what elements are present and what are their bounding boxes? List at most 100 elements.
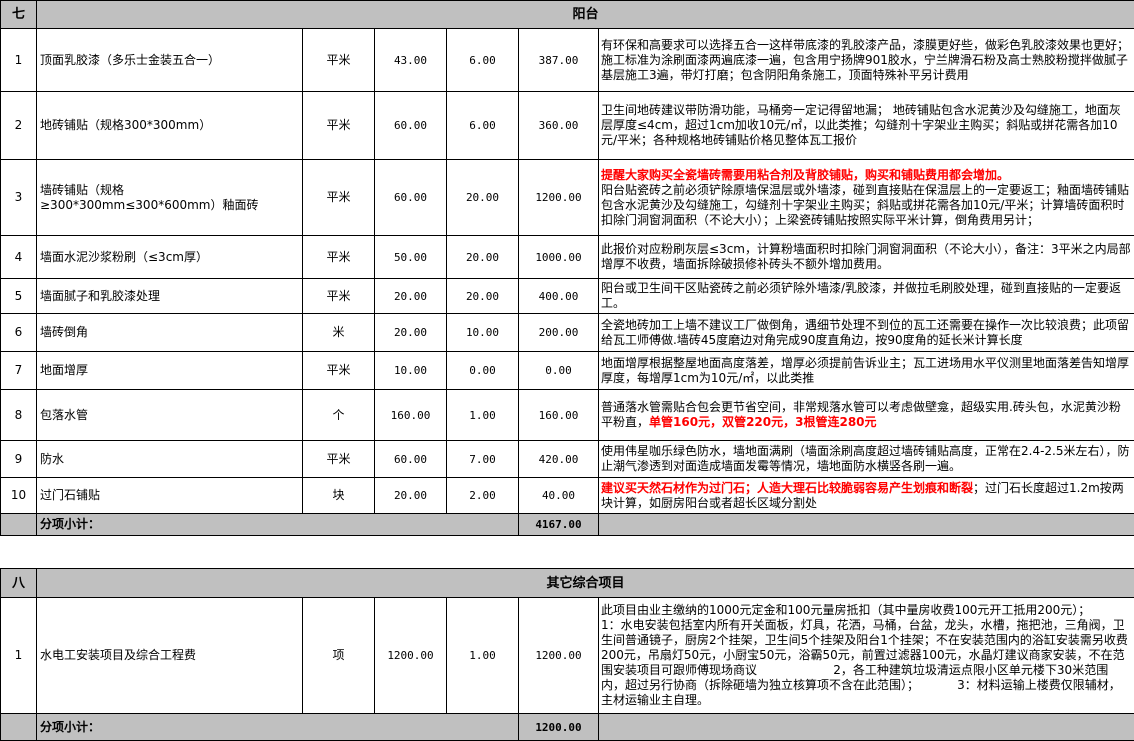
subtotal-blank [1,714,37,741]
item-total: 1200.00 [519,160,599,236]
item-quantity[interactable]: 1200.00 [375,598,447,714]
item-number: 1 [1,598,37,714]
item-notes[interactable]: 提醒大家购买全瓷墙砖需要用粘合剂及背胶铺贴，购买和铺贴费用都会增加。 阳台贴瓷砖… [599,160,1134,236]
item-notes[interactable]: 使用伟星咖乐绿色防水，墙地面满刷（墙面涂刷高度超过墙砖铺贴高度，正常在2.4-2… [599,441,1134,478]
item-notes[interactable]: 此项目由业主缴纳的1000元定金和100元量房抵扣（其中量房收费100元开工抵用… [599,598,1134,714]
item-name[interactable]: 顶面乳胶漆（多乐士金装五合一） [37,29,303,92]
item-total: 400.00 [519,279,599,314]
item-name[interactable]: 防水 [37,441,303,478]
notes-emphasis: 单管160元，双管220元，3根管连280元 [649,415,877,429]
item-unit-price[interactable]: 6.00 [447,92,519,160]
item-quantity[interactable]: 60.00 [375,92,447,160]
item-unit-price[interactable]: 10.00 [447,314,519,352]
section-title: 其它综合项目 [37,569,1134,598]
item-unit: 项 [303,598,375,714]
item-number: 1 [1,29,37,92]
notes-text: 地面增厚根据整屋地面高度落差，增厚必须提前告诉业主；瓦工进场用水平仪测里地面落差… [601,356,1129,385]
item-name[interactable]: 墙砖铺贴（规格≥300*300mm≤300*600mm）釉面砖 [37,160,303,236]
item-notes[interactable]: 普通落水管需贴合包会更节省空间，非常规落水管可以考虑做壁龛，超级实用.砖头包，水… [599,390,1134,441]
item-unit-price[interactable]: 20.00 [447,236,519,279]
item-unit: 平米 [303,352,375,390]
item-notes[interactable]: 有环保和高要求可以选择五合一这样带底漆的乳胶漆产品，漆膜更好些，做彩色乳胶漆效果… [599,29,1134,92]
item-total: 0.00 [519,352,599,390]
item-number: 5 [1,279,37,314]
item-number: 9 [1,441,37,478]
item-unit-price[interactable]: 0.00 [447,352,519,390]
item-total: 387.00 [519,29,599,92]
item-name[interactable]: 包落水管 [37,390,303,441]
spacer-row [1,536,1134,569]
notes-text: 有环保和高要求可以选择五合一这样带底漆的乳胶漆产品，漆膜更好些，做彩色乳胶漆效果… [601,38,1129,82]
item-unit-price[interactable]: 1.00 [447,598,519,714]
item-notes[interactable]: 卫生间地砖建议带防滑功能，马桶旁一定记得留地漏； 地砖铺贴包含水泥黄沙及勾缝施工… [599,92,1134,160]
subtotal-row: 分项小计：1200.00 [1,714,1134,741]
item-unit: 平米 [303,236,375,279]
item-unit-price[interactable]: 20.00 [447,160,519,236]
item-quantity[interactable]: 10.00 [375,352,447,390]
item-notes[interactable]: 地面增厚根据整屋地面高度落差，增厚必须提前告诉业主；瓦工进场用水平仪测里地面落差… [599,352,1134,390]
item-unit-price[interactable]: 6.00 [447,29,519,92]
item-name[interactable]: 墙砖倒角 [37,314,303,352]
item-quantity[interactable]: 60.00 [375,441,447,478]
notes-text: 此报价对应粉刷灰层≤3cm，计算粉墙面积时扣除门洞窗洞面积（不论大小），备注：3… [601,242,1131,271]
item-quantity[interactable]: 20.00 [375,279,447,314]
item-name[interactable]: 地面增厚 [37,352,303,390]
item-name[interactable]: 过门石铺贴 [37,478,303,514]
subtotal-row: 分项小计：4167.00 [1,514,1134,536]
item-quantity[interactable]: 20.00 [375,478,447,514]
item-notes[interactable]: 全瓷地砖加工上墙不建议工厂做倒角，遇细节处理不到位的瓦工还需要在操作一次比较浪费… [599,314,1134,352]
item-unit-price[interactable]: 7.00 [447,441,519,478]
item-name[interactable]: 水电工安装项目及综合工程费 [37,598,303,714]
item-unit: 平米 [303,29,375,92]
item-notes[interactable]: 阳台或卫生间干区贴瓷砖之前必须铲除外墙漆/乳胶漆，并做拉毛刷胶处理，碰到直接贴的… [599,279,1134,314]
subtotal-notes [599,714,1134,741]
section-number: 八 [1,569,37,598]
item-unit-price[interactable]: 1.00 [447,390,519,441]
item-number: 6 [1,314,37,352]
item-quantity[interactable]: 160.00 [375,390,447,441]
item-number: 3 [1,160,37,236]
item-quantity[interactable]: 20.00 [375,314,447,352]
section-header: 八其它综合项目 [1,569,1134,598]
subtotal-notes [599,514,1134,536]
item-name[interactable]: 地砖铺贴（规格300*300mm） [37,92,303,160]
item-name[interactable]: 墙面水泥沙浆粉刷（≤3cm厚） [37,236,303,279]
item-quantity[interactable]: 60.00 [375,160,447,236]
item-quantity[interactable]: 43.00 [375,29,447,92]
item-total: 1200.00 [519,598,599,714]
item-number: 2 [1,92,37,160]
item-number: 10 [1,478,37,514]
subtotal-blank [1,514,37,536]
item-notes[interactable]: 此报价对应粉刷灰层≤3cm，计算粉墙面积时扣除门洞窗洞面积（不论大小），备注：3… [599,236,1134,279]
item-unit: 块 [303,478,375,514]
notes-text: 阳台贴瓷砖之前必须铲除原墙保温层或外墙漆，碰到直接贴在保温层上的一定要返工；釉面… [601,183,1129,227]
subtotal-value: 1200.00 [519,714,599,741]
item-name[interactable]: 墙面腻子和乳胶漆处理 [37,279,303,314]
item-quantity[interactable]: 50.00 [375,236,447,279]
item-unit: 米 [303,314,375,352]
item-number: 4 [1,236,37,279]
item-unit-price[interactable]: 20.00 [447,279,519,314]
item-unit: 平米 [303,441,375,478]
item-unit-price[interactable]: 2.00 [447,478,519,514]
item-total: 160.00 [519,390,599,441]
notes-text: 使用伟星咖乐绿色防水，墙地面满刷（墙面涂刷高度超过墙砖铺贴高度，正常在2.4-2… [601,444,1130,473]
subtotal-label: 分项小计： [37,514,519,536]
subtotal-value: 4167.00 [519,514,599,536]
item-total: 420.00 [519,441,599,478]
notes-emphasis: 建议买天然石材作为过门石；人造大理石比较脆弱容易产生划痕和断裂 [601,481,973,495]
notes-text: 阳台或卫生间干区贴瓷砖之前必须铲除外墙漆/乳胶漆，并做拉毛刷胶处理，碰到直接贴的… [601,281,1121,310]
spacer-cell [1,536,1134,569]
item-number: 8 [1,390,37,441]
item-unit: 平米 [303,92,375,160]
item-notes[interactable]: 建议买天然石材作为过门石；人造大理石比较脆弱容易产生划痕和断裂；过门石长度超过1… [599,478,1134,514]
